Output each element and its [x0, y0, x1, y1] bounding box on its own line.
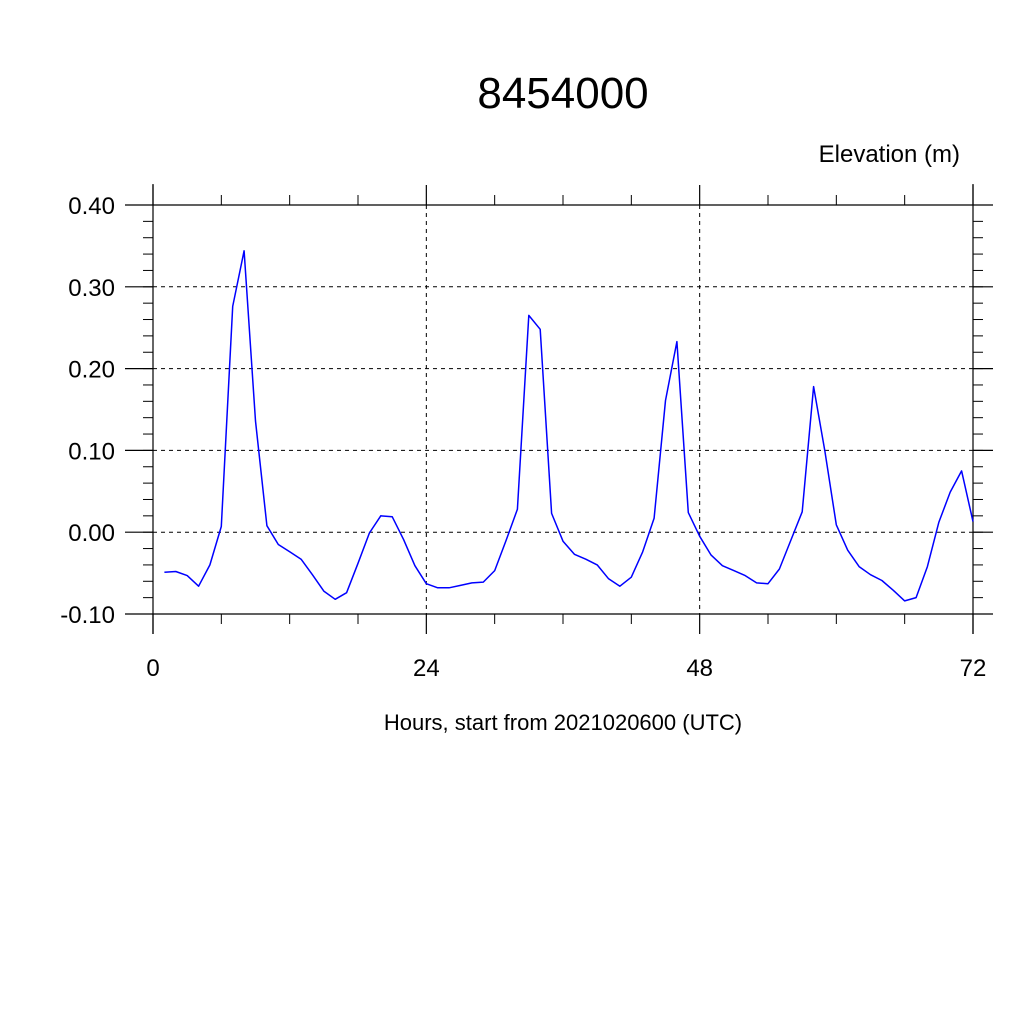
- tick-marks: [125, 185, 993, 634]
- chart-title: 8454000: [477, 69, 648, 118]
- y-axis-label: Elevation (m): [819, 141, 960, 168]
- elevation-series-line: [164, 250, 974, 602]
- x-tick-label: 24: [413, 655, 440, 682]
- series-layer: [164, 250, 974, 602]
- y-tick-label: 0.40: [68, 193, 115, 220]
- y-tick-label: 0.10: [68, 438, 115, 465]
- axes: [152, 184, 974, 634]
- y-tick-label: 0.30: [68, 275, 115, 302]
- x-tick-label: 0: [146, 655, 159, 682]
- y-tick-label: -0.10: [60, 602, 115, 629]
- x-tick-label: 72: [960, 655, 987, 682]
- y-tick-label: 0.00: [68, 520, 115, 547]
- x-tick-label: 48: [686, 655, 713, 682]
- tick-labels: -0.10 0.00 0.10 0.20 0.30 0.40 0 24 48 72: [60, 193, 986, 682]
- x-axis-label: Hours, start from 2021020600 (UTC): [384, 710, 742, 735]
- y-tick-label: 0.20: [68, 357, 115, 384]
